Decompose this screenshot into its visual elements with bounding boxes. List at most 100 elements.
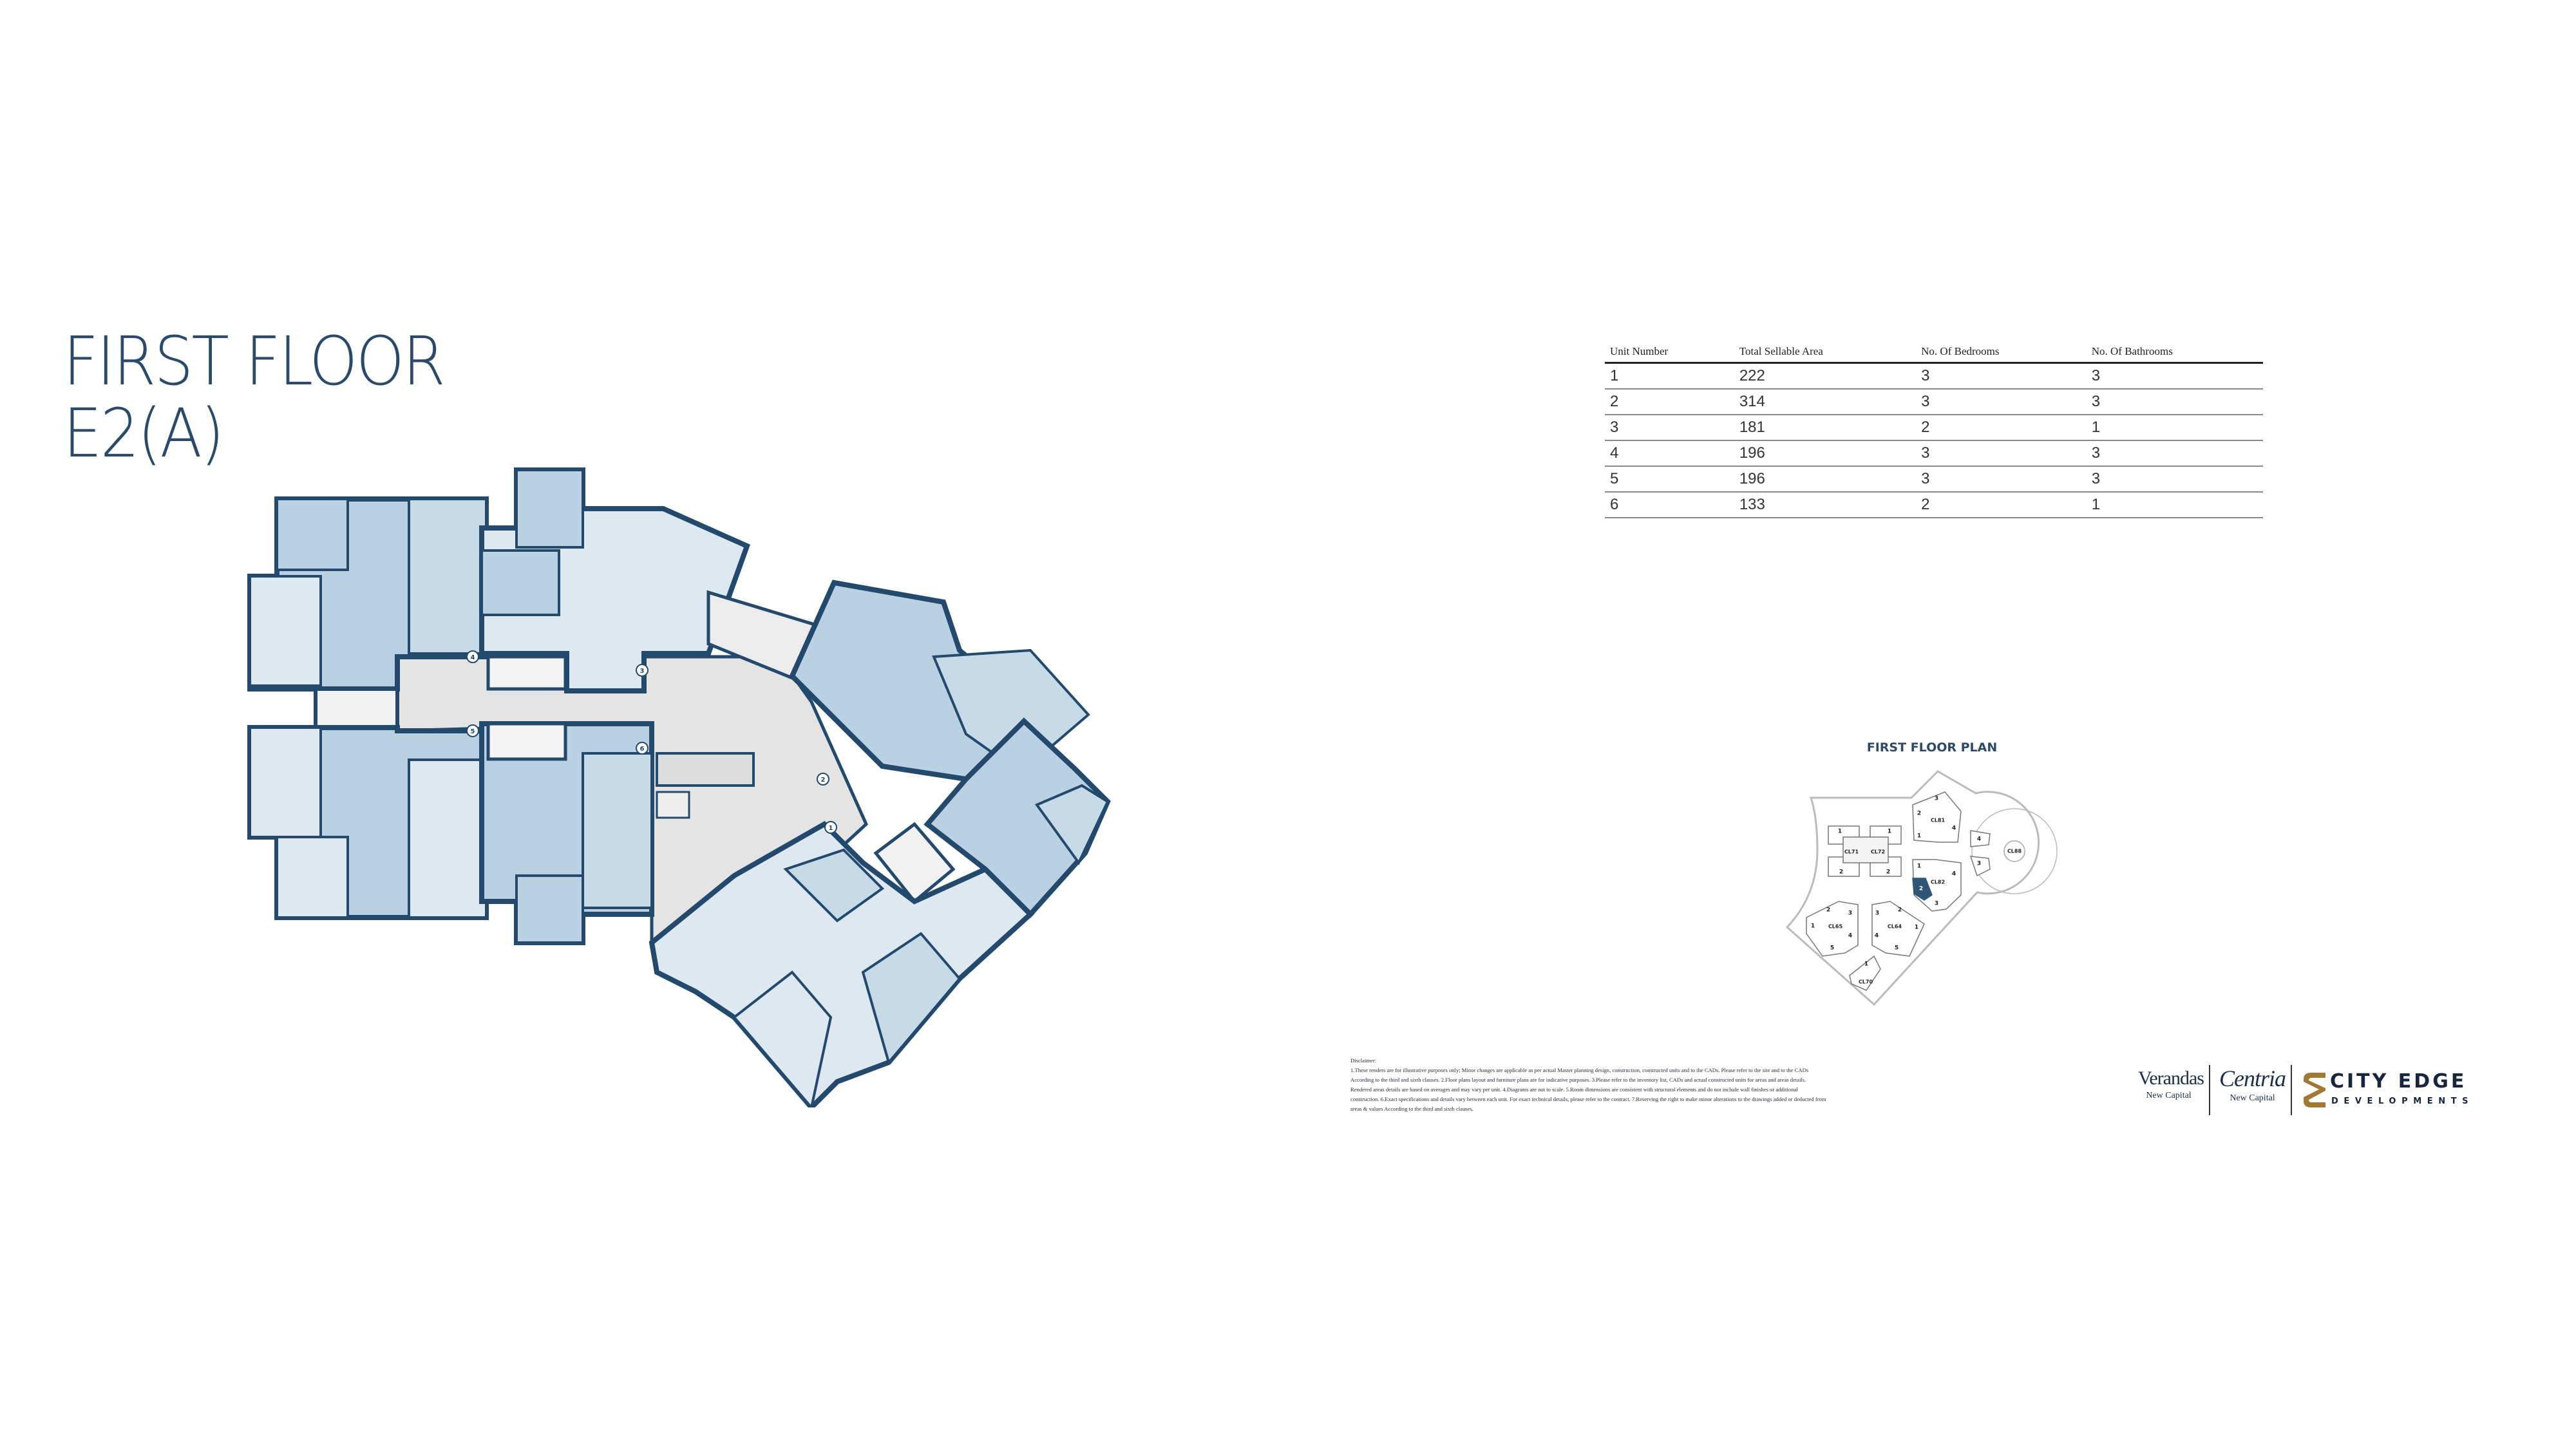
verandas-logo: Verandas New Capital [2138,1068,2204,1101]
cell-bedrooms: 3 [1916,389,2087,415]
logo-divider [2209,1065,2210,1115]
cell-area: 314 [1734,389,1917,415]
unit-marker-circle [466,650,479,663]
unit-number-label: 2 [1886,869,1890,876]
units-table: Unit Number Total Sellable Area No. Of B… [1605,340,2263,518]
unit-number-label: 4 [1952,825,1956,832]
unit-number-label: 2 [1919,886,1923,892]
unit-marker-circle [636,742,649,755]
site-boundary [1785,770,2058,1006]
unit-number-label: 4 [1977,836,1981,843]
cluster-label: CL65 [1828,924,1843,930]
cell-unit: 2 [1605,389,1734,415]
unit-5-left-lower [247,725,489,920]
cell-bedrooms: 3 [1916,362,2087,390]
table-row: 4 196 3 3 [1605,440,2263,467]
unit-number-label: 2 [1917,811,1921,817]
highlighted-unit [1912,878,1933,901]
cell-area: 222 [1734,362,1917,390]
cell-bedrooms: 3 [1916,440,2087,467]
unit-number-label: 3 [1848,910,1852,917]
table-row: 1 222 3 3 [1605,362,2263,390]
header-total-area: Total Sellable Area [1734,340,1917,364]
table-row: 2 314 3 3 [1605,389,2263,415]
unit-6-bottom-middle [479,721,654,945]
key-plan: CL71 CL72 CL81 CL82 CL88 CL65 CL64 CL70 1 2 1 2 3 2 1 4… [1785,770,2058,1006]
verandas-name: Verandas [2138,1068,2204,1089]
unit-number-label: 3 [1935,901,1938,907]
unit-marker-label: 2 [821,777,826,784]
cell-unit: 6 [1605,492,1734,518]
verandas-sub: New Capital [2146,1091,2192,1100]
unit-number-label: 4 [1848,933,1852,939]
cell-bedrooms: 2 [1916,415,2087,441]
cell-area: 181 [1734,415,1917,441]
unit-marker-circle [817,773,829,786]
unit-lower-diagonal [649,821,1034,1107]
cluster-label: CL70 [1859,979,1873,985]
unit-number-label: 1 [1838,829,1842,835]
unit-number-label: 1 [1917,833,1921,840]
centria-name: Centria [2219,1066,2286,1091]
unit-number-label: 1 [1888,829,1891,835]
unit-marker-label: 5 [471,728,475,735]
disclaimer: Disclaimer: 1.These renders are for illu… [1350,1056,1827,1114]
unit-marker-circle [636,664,649,677]
key-plan-title: FIRST FLOOR PLAN [1866,740,1998,755]
cell-bathrooms: 1 [2086,492,2263,518]
cell-unit: 1 [1605,362,1734,390]
unit-number-label: 1 [1915,925,1918,931]
unit-number-label: 1 [1864,961,1868,968]
unit-number-label: 1 [1811,923,1815,930]
cell-bathrooms: 3 [2086,440,2263,467]
floor-plan: 1 2 3 4 5 6 [247,467,1111,1107]
unit-4-left-upper [247,496,489,692]
city-edge-name: CITY EDGE [2330,1070,2467,1093]
logo-divider [2291,1065,2292,1115]
unit-number-label: 5 [1895,945,1899,952]
lightwell-right [873,822,956,904]
cell-area: 196 [1734,440,1917,467]
title-unit-type: E2(A) [63,394,224,473]
cell-bedrooms: 3 [1916,466,2087,493]
unit-marker-circle [824,821,837,834]
page-title: FIRST FLOOR E2(A) [63,322,446,473]
unit-marker-label: 3 [640,668,645,675]
cell-unit: 3 [1605,415,1734,441]
centria-logo: Centria New Capital [2219,1065,2286,1104]
city-edge-logo: CITY EDGE DEVELOPMENTS [2302,1070,2534,1112]
unit-marker-label: 1 [829,825,833,832]
cell-bathrooms: 3 [2086,466,2263,493]
table-row: 6 133 2 1 [1605,492,2263,518]
unit-marker-label: 4 [471,654,475,661]
cluster-label: CL82 [1931,880,1945,885]
unit-number-label: 2 [1826,907,1830,914]
centria-sub: New Capital [2230,1093,2275,1103]
lightwell-left [314,687,399,730]
cell-bedrooms: 2 [1916,492,2087,518]
unit-number-label: 4 [1875,933,1879,939]
table-row: 5 196 3 3 [1605,466,2263,493]
cell-unit: 5 [1605,466,1734,493]
cell-unit: 4 [1605,440,1734,467]
header-bedrooms: No. Of Bedrooms [1916,340,2087,364]
cluster-label: CL64 [1888,924,1902,930]
key-plan-blocks [1806,791,1991,991]
city-edge-sub: DEVELOPMENTS [2331,1097,2474,1106]
unit-1-right [923,717,1111,918]
cluster-label: CL71 [1844,849,1859,855]
disclaimer-heading: Disclaimer: [1350,1057,1377,1064]
cluster-label: CL81 [1931,818,1946,824]
disclaimer-text: 1.These renders are for illustrative pur… [1350,1067,1826,1112]
cell-area: 133 [1734,492,1917,518]
lift-lobby [656,752,755,819]
cell-bathrooms: 3 [2086,389,2263,415]
cluster-label: CL88 [2007,849,2022,854]
title-floor: FIRST FLOOR [63,322,446,400]
unit-number-label: 1 [1917,863,1921,870]
unit-marker-circle [466,724,479,737]
unit-3-top-middle [479,467,751,693]
cell-bathrooms: 3 [2086,362,2263,390]
unit-number-label: 3 [1935,796,1938,802]
unit-number-label: 3 [1875,910,1879,917]
